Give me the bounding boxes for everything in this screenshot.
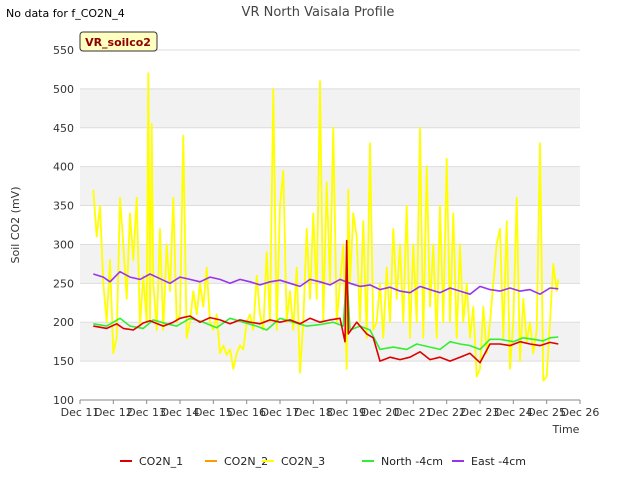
legend-label: North -4cm (381, 455, 443, 468)
y-tick-label: 500 (53, 83, 74, 96)
y-tick-label: 200 (53, 316, 74, 329)
legend: CO2N_1 CO2N_2 CO2N_3 North -4cm East -4cm (120, 455, 526, 468)
x-tick-label: Dec 23 (461, 406, 500, 419)
plot-band (80, 361, 580, 400)
legend-label: East -4cm (471, 455, 526, 468)
series-line-co2n-3 (92, 72, 560, 382)
x-tick-label: Dec 16 (227, 406, 266, 419)
legend-item-co2n-1: CO2N_1 (120, 455, 183, 468)
y-tick-label: 350 (53, 200, 74, 213)
y-tick-label: 400 (53, 161, 74, 174)
x-tick-label: Dec 21 (394, 406, 433, 419)
x-tick-label: Dec 13 (127, 406, 166, 419)
legend-label: CO2N_3 (281, 455, 325, 468)
plot-bands (80, 50, 580, 400)
y-axis-label: Soil CO2 (mV) (9, 187, 22, 264)
y-tick-label: 450 (53, 122, 74, 135)
plot-band (80, 50, 580, 89)
series-line-east-4cm (93, 270, 559, 295)
x-tick-label: Dec 19 (327, 406, 366, 419)
plot-band (80, 127, 580, 167)
legend-item-co2n-2: CO2N_2 (205, 455, 268, 468)
legend-item-co2n-3: CO2N_3 (262, 455, 325, 468)
chart-title: VR North Vaisala Profile (242, 5, 395, 20)
series-line-co2n-1 (93, 239, 559, 364)
y-tick-label: 150 (53, 355, 74, 368)
x-tick-label: Dec 22 (427, 406, 466, 419)
y-tick-label: 100 (53, 394, 74, 407)
legend-item-east-4cm: East -4cm (452, 455, 526, 468)
x-tick-label: Dec 11 (61, 406, 100, 419)
y-tick-label: 300 (53, 238, 74, 251)
plot-band (80, 322, 580, 362)
site-badge: VR_soilco2 (79, 31, 158, 52)
x-tick-label: Dec 20 (361, 406, 400, 419)
x-tick-label: Dec 25 (527, 406, 566, 419)
no-data-note: No data for f_CO2N_4 (6, 7, 125, 20)
legend-label: CO2N_1 (139, 455, 183, 468)
y-tick-label: 550 (53, 44, 74, 57)
x-tick-label: Dec 12 (94, 406, 133, 419)
y-tick-label: 250 (53, 277, 74, 290)
plot-band (80, 166, 580, 206)
series-layer (92, 72, 560, 382)
x-tick-label: Dec 24 (494, 406, 533, 419)
x-axis-label: Time (552, 423, 580, 436)
legend-item-north-4cm: North -4cm (362, 455, 443, 468)
legend-label: CO2N_2 (224, 455, 268, 468)
plot-band (80, 205, 580, 245)
site-badge-label: VR_soilco2 (85, 36, 151, 49)
x-tick-label: Dec 26 (561, 406, 600, 419)
x-tick-label: Dec 17 (261, 406, 300, 419)
x-tick-label: Dec 18 (294, 406, 333, 419)
x-tick-label: Dec 14 (161, 406, 200, 419)
x-tick-label: Dec 15 (194, 406, 233, 419)
plot-band (80, 88, 580, 128)
